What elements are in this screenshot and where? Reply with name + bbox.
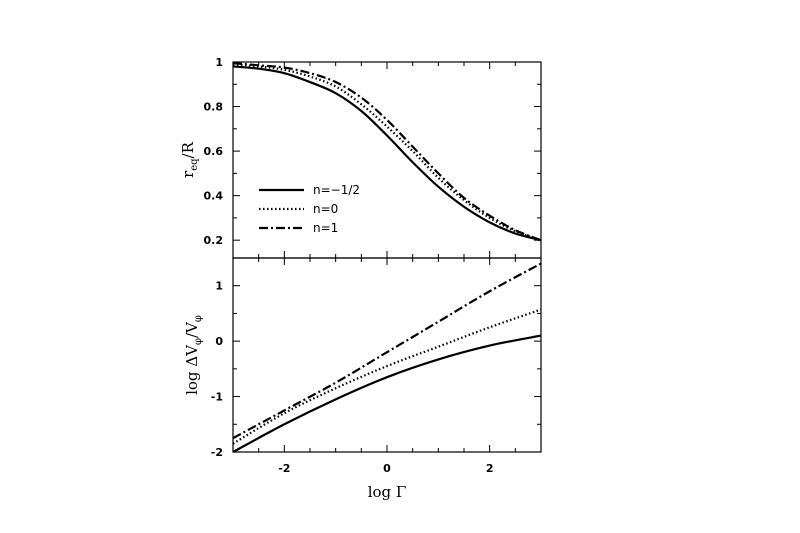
legend-label: n=0: [313, 202, 338, 216]
bottom-panel: -2 -1 0 1 -2 0 2: [211, 257, 542, 475]
axis-labels: req/R log ΔVφ/Vφ log Γ: [179, 141, 406, 501]
y-tick-label: 0.4: [204, 190, 224, 203]
plot-frame: [232, 257, 542, 453]
top-y-axis-label: req/R: [179, 141, 200, 178]
series-line-solid: [233, 334, 541, 452]
top-panel: 0.2 0.4 0.6 0.8 1: [204, 56, 542, 259]
x-tick-label: 0: [383, 462, 391, 475]
y-tick-label: 1: [215, 280, 223, 293]
legend: n=−1/2 n=0 n=1: [259, 183, 360, 235]
y-tick-label: 1: [215, 56, 223, 69]
legend-label: n=−1/2: [313, 183, 360, 197]
x-tick-label: -2: [278, 462, 290, 475]
y-tick-label: -2: [211, 446, 223, 459]
series-line-dotted: [233, 308, 541, 445]
series-line-dotted: [233, 63, 541, 242]
y-tick-label: 0.6: [204, 145, 224, 158]
series-line-dashdot: [233, 62, 541, 242]
series-line-solid: [233, 65, 541, 242]
legend-label: n=1: [313, 221, 338, 235]
y-tick-label: 0.8: [204, 101, 224, 114]
x-axis-label: log Γ: [368, 483, 407, 501]
y-tick-label: 0: [215, 335, 223, 348]
y-tick-label: 0.2: [204, 234, 224, 247]
y-tick-label: -1: [211, 391, 223, 404]
bottom-y-axis-label: log ΔVφ/Vφ: [183, 315, 204, 395]
series-line-dashdot: [233, 262, 541, 440]
x-tick-label: 2: [486, 462, 494, 475]
